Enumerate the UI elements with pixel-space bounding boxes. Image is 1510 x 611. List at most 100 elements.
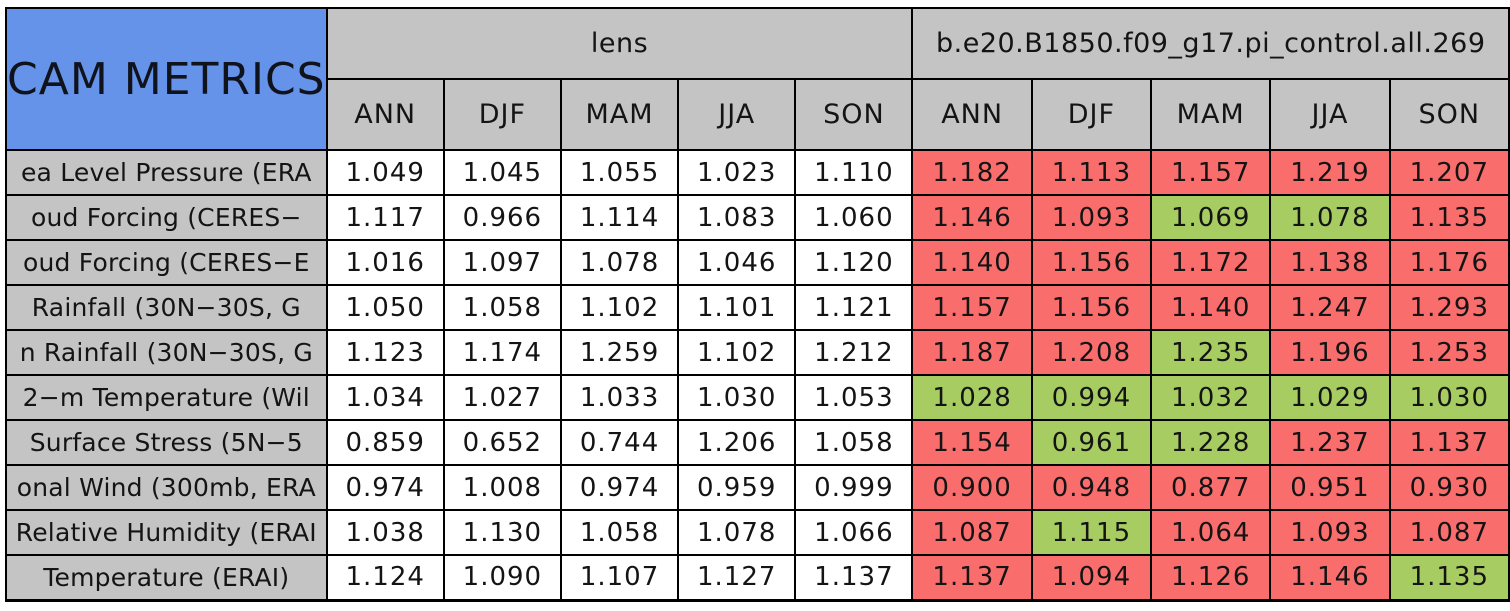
lens-value-cell: 1.053	[794, 374, 914, 421]
lens-value-cell: 1.078	[677, 509, 797, 556]
season-column-header-son-group2: SON	[1388, 78, 1510, 151]
control-value-cell-worse: 0.930	[1388, 464, 1510, 511]
table-row: n Rainfall (30N−30S, G 1.123 1.174 1.259 1.1…	[5, 329, 1510, 376]
control-value-cell-worse: 1.196	[1269, 329, 1391, 376]
column-group-lens: lens	[325, 7, 914, 80]
control-value-cell-worse: 1.146	[1269, 554, 1391, 601]
lens-value-cell: 1.107	[559, 554, 680, 601]
row-label: oud Forcing (CERES−	[5, 194, 328, 241]
control-value-cell-worse: 1.126	[1150, 554, 1272, 601]
control-value-cell-worse: 1.146	[911, 194, 1033, 241]
lens-value-cell: 1.050	[325, 284, 445, 331]
lens-value-cell: 1.060	[794, 194, 914, 241]
lens-value-cell: 1.114	[559, 194, 680, 241]
table-row: ea Level Pressure (ERA 1.049 1.045 1.055 1.0…	[5, 149, 1510, 196]
control-value-cell-worse: 1.094	[1030, 554, 1153, 601]
control-value-cell-better: 0.994	[1030, 374, 1153, 421]
season-column-header-jja-group1: JJA	[677, 78, 797, 151]
lens-value-cell: 1.078	[559, 239, 680, 286]
control-value-cell-worse: 1.172	[1150, 239, 1272, 286]
control-value-cell-worse: 1.093	[1269, 509, 1391, 556]
control-value-cell-better: 1.030	[1388, 374, 1510, 421]
metrics-table: CAM METRICS lens b.e20.B1850.f09_g17.pi_…	[5, 7, 1510, 602]
control-value-cell-worse: 1.156	[1030, 284, 1153, 331]
lens-value-cell: 1.120	[794, 239, 914, 286]
control-value-cell-worse: 1.064	[1150, 509, 1272, 556]
control-value-cell-worse: 1.176	[1388, 239, 1510, 286]
lens-value-cell: 1.055	[559, 149, 680, 196]
lens-value-cell: 1.027	[442, 374, 562, 421]
season-column-header-ann-group2: ANN	[911, 78, 1033, 151]
lens-value-cell: 1.259	[559, 329, 680, 376]
lens-value-cell: 0.999	[794, 464, 914, 511]
lens-value-cell: 1.058	[442, 284, 562, 331]
lens-value-cell: 1.083	[677, 194, 797, 241]
season-column-header-mam-group2: MAM	[1150, 78, 1272, 151]
lens-value-cell: 1.046	[677, 239, 797, 286]
control-value-cell-worse: 1.253	[1388, 329, 1510, 376]
lens-value-cell: 1.206	[677, 419, 797, 466]
column-group-control-run: b.e20.B1850.f09_g17.pi_control.all.269	[911, 7, 1510, 80]
row-label: onal Wind (300mb, ERA	[5, 464, 328, 511]
lens-value-cell: 0.959	[677, 464, 797, 511]
lens-value-cell: 1.124	[325, 554, 445, 601]
lens-value-cell: 1.023	[677, 149, 797, 196]
control-value-cell-worse: 1.113	[1030, 149, 1153, 196]
lens-value-cell: 1.033	[559, 374, 680, 421]
table-row: Temperature (ERAI) 1.124 1.090 1.107 1.127 1.…	[5, 554, 1510, 601]
lens-value-cell: 0.652	[442, 419, 562, 466]
control-value-cell-better: 1.029	[1269, 374, 1391, 421]
lens-value-cell: 1.127	[677, 554, 797, 601]
season-column-header-ann-group1: ANN	[325, 78, 445, 151]
row-label: oud Forcing (CERES−E	[5, 239, 328, 286]
control-value-cell-worse: 1.293	[1388, 284, 1510, 331]
control-value-cell-worse: 1.187	[911, 329, 1033, 376]
lens-value-cell: 1.101	[677, 284, 797, 331]
lens-value-cell: 1.102	[559, 284, 680, 331]
table-header: CAM METRICS lens b.e20.B1850.f09_g17.pi_…	[5, 7, 1510, 151]
control-value-cell-worse: 0.951	[1269, 464, 1391, 511]
season-column-header-djf-group2: DJF	[1030, 78, 1153, 151]
control-value-cell-worse: 1.157	[911, 284, 1033, 331]
lens-value-cell: 1.038	[325, 509, 445, 556]
season-column-header-jja-group2: JJA	[1269, 78, 1391, 151]
lens-value-cell: 1.123	[325, 329, 445, 376]
control-value-cell-better: 1.115	[1030, 509, 1153, 556]
lens-value-cell: 1.130	[442, 509, 562, 556]
lens-value-cell: 1.174	[442, 329, 562, 376]
lens-value-cell: 1.102	[677, 329, 797, 376]
lens-value-cell: 0.859	[325, 419, 445, 466]
control-value-cell-better: 1.135	[1388, 554, 1510, 601]
control-value-cell-worse: 1.138	[1269, 239, 1391, 286]
lens-value-cell: 0.974	[325, 464, 445, 511]
row-label: 2−m Temperature (Wil	[5, 374, 328, 421]
row-label: ea Level Pressure (ERA	[5, 149, 328, 196]
lens-value-cell: 1.097	[442, 239, 562, 286]
lens-value-cell: 1.117	[325, 194, 445, 241]
control-value-cell-worse: 1.207	[1388, 149, 1510, 196]
lens-value-cell: 1.045	[442, 149, 562, 196]
control-value-cell-worse: 1.208	[1030, 329, 1153, 376]
row-label: Relative Humidity (ERAI	[5, 509, 328, 556]
control-value-cell-better: 1.228	[1150, 419, 1272, 466]
control-value-cell-worse: 1.137	[911, 554, 1033, 601]
control-value-cell-worse: 1.157	[1150, 149, 1272, 196]
lens-value-cell: 1.030	[677, 374, 797, 421]
lens-value-cell: 1.066	[794, 509, 914, 556]
table-row: Rainfall (30N−30S, G 1.050 1.058 1.102 1.101…	[5, 284, 1510, 331]
lens-value-cell: 1.058	[559, 509, 680, 556]
lens-value-cell: 1.058	[794, 419, 914, 466]
table-row: Surface Stress (5N−5 0.859 0.652 0.744 1.206…	[5, 419, 1510, 466]
table-row: 2−m Temperature (Wil 1.034 1.027 1.033 1.030…	[5, 374, 1510, 421]
table-body: ea Level Pressure (ERA 1.049 1.045 1.055 1.0…	[5, 149, 1510, 601]
control-value-cell-worse: 1.087	[1388, 509, 1510, 556]
row-label: Surface Stress (5N−5	[5, 419, 328, 466]
lens-value-cell: 0.966	[442, 194, 562, 241]
lens-value-cell: 1.090	[442, 554, 562, 601]
lens-value-cell: 0.744	[559, 419, 680, 466]
control-value-cell-worse: 1.154	[911, 419, 1033, 466]
control-value-cell-worse: 1.093	[1030, 194, 1153, 241]
table-row: Relative Humidity (ERAI 1.038 1.130 1.058 1.…	[5, 509, 1510, 556]
control-value-cell-worse: 0.900	[911, 464, 1033, 511]
